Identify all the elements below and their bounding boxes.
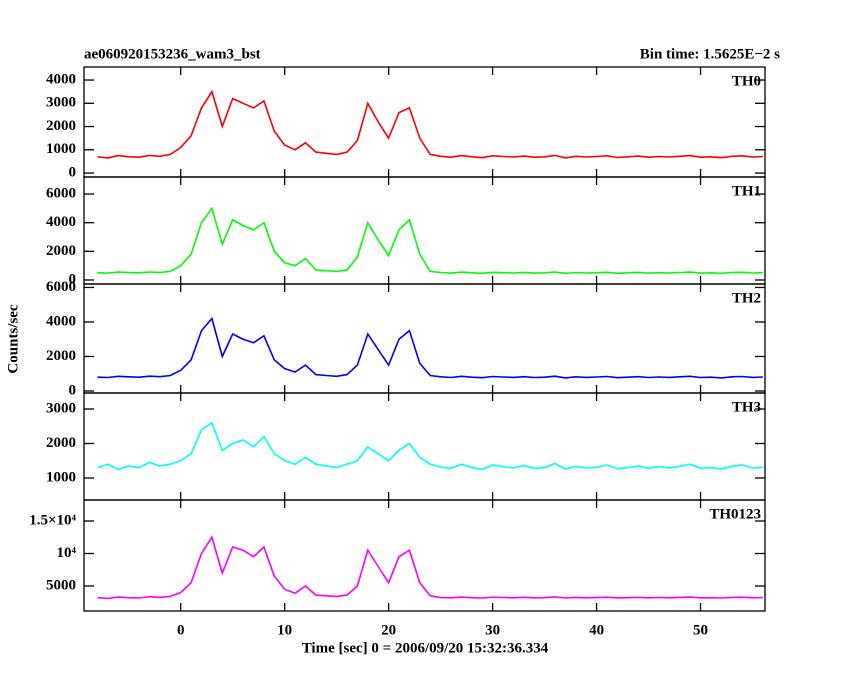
y-tick-label: 10⁴ xyxy=(57,545,77,561)
y-tick-label: 2000 xyxy=(46,435,76,451)
y-tick-label: 1000 xyxy=(46,469,76,485)
panel-frame xyxy=(83,392,766,501)
y-tick-label: 3000 xyxy=(46,95,76,111)
light-curve xyxy=(97,316,763,379)
y-tick-label: 1000 xyxy=(46,141,76,157)
panel-frame xyxy=(83,499,766,612)
panel-label: TH0123 xyxy=(709,506,761,522)
y-tick-label: 0 xyxy=(69,382,77,398)
chart-title: ae060920153236_wam3_bst xyxy=(84,46,261,62)
light-curve xyxy=(97,421,763,471)
y-tick-label: 2000 xyxy=(46,348,76,364)
x-tick-label: 20 xyxy=(381,622,396,638)
y-tick-label: 4000 xyxy=(46,313,76,329)
panel-label: TH0 xyxy=(732,73,761,89)
x-tick-label: 40 xyxy=(589,622,604,638)
y-tick-label: 0 xyxy=(69,271,77,287)
y-axis-label: Counts/sec xyxy=(5,304,21,374)
y-tick-label: 3000 xyxy=(46,400,76,416)
panel-label: TH1 xyxy=(732,183,761,199)
bin-time: Bin time: 1.5625E−2 s xyxy=(640,46,780,62)
panel-label: TH3 xyxy=(732,399,761,415)
x-tick-label: 30 xyxy=(485,622,500,638)
y-tick-label: 4000 xyxy=(46,71,76,87)
panel-frame xyxy=(83,176,766,285)
y-tick-label: 1.5×10⁴ xyxy=(29,512,76,528)
y-tick-label: 6000 xyxy=(46,185,76,201)
panel-frame xyxy=(83,66,766,178)
y-tick-label: 5000 xyxy=(46,577,76,593)
y-tick-label: 2000 xyxy=(46,243,76,259)
x-tick-label: 50 xyxy=(693,622,708,638)
y-tick-label: 2000 xyxy=(46,118,76,134)
x-tick-label: 10 xyxy=(277,622,292,638)
light-curve xyxy=(97,89,763,159)
y-tick-label: 4000 xyxy=(46,214,76,230)
x-tick-label: 0 xyxy=(177,622,185,638)
light-curve xyxy=(97,535,763,600)
x-axis-label: Time [sec] 0 = 2006/09/20 15:32:36.334 xyxy=(302,640,549,656)
panel-label: TH2 xyxy=(732,290,761,306)
y-tick-label: 6000 xyxy=(46,279,76,295)
light-curve xyxy=(97,206,763,275)
y-tick-label: 0 xyxy=(69,164,77,180)
